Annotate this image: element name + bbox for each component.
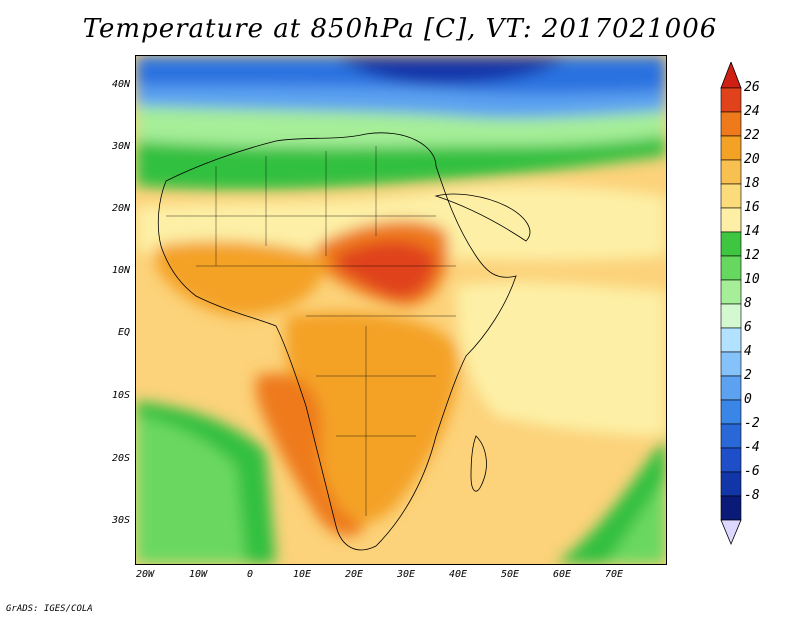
lon-tick-label: 20W <box>135 569 155 580</box>
lon-tick-label: 10W <box>188 569 208 580</box>
colorbar-segment <box>720 399 742 425</box>
colorbar-segment <box>720 159 742 185</box>
colorbar-label: -4 <box>744 440 760 455</box>
coastlines <box>157 132 531 551</box>
colorbar-label: 18 <box>744 176 760 191</box>
colorbar-label: 16 <box>744 200 760 215</box>
colorbar-label: 2 <box>744 368 752 383</box>
colorbar-segment <box>720 231 742 257</box>
colorbar-label: 26 <box>744 80 760 95</box>
lon-tick-label: 30E <box>396 569 416 580</box>
colorbar-segment <box>720 255 742 281</box>
colorbar-segment <box>720 303 742 329</box>
colorbar-label: 8 <box>744 296 752 311</box>
borders <box>166 146 456 516</box>
lat-tick-label: 40N <box>111 79 130 90</box>
colorbar-segment <box>720 279 742 305</box>
colorbar-bottom-arrow <box>720 519 742 546</box>
colorbar-segment <box>720 327 742 353</box>
lon-tick-label: 10E <box>292 569 312 580</box>
colorbar-label: -8 <box>744 488 760 503</box>
colorbar-label: 22 <box>744 128 760 143</box>
colorbar-label: -2 <box>744 416 760 431</box>
colorbar-label: 4 <box>744 344 752 359</box>
colorbar-label: 6 <box>744 320 752 335</box>
colorbar-segment <box>720 447 742 473</box>
lat-tick-label: 10N <box>111 265 130 276</box>
lat-tick-label: 20S <box>111 453 130 464</box>
lon-tick-label: 60E <box>552 569 572 580</box>
colorbar-segment <box>720 111 742 137</box>
colorbar-segment <box>720 207 742 233</box>
lon-tick-label: 20E <box>344 569 364 580</box>
credit-text: GrADS: IGES/COLA <box>6 604 93 614</box>
temperature-map <box>135 55 667 565</box>
colorbar-top-arrow <box>720 62 742 89</box>
colorbar-segment <box>720 135 742 161</box>
lon-tick-label: 0 <box>246 569 254 580</box>
map-title: Temperature at 850hPa [C], VT: 201702100… <box>82 14 718 44</box>
lat-tick-label: 30S <box>111 515 130 526</box>
lat-tick-label: 20N <box>111 203 130 214</box>
lat-tick-label: 10S <box>111 390 130 401</box>
colorbar-segment <box>720 495 742 521</box>
colorbar-label: 12 <box>744 248 760 263</box>
lon-tick-label: 50E <box>500 569 520 580</box>
colorbar-segment <box>720 375 742 401</box>
colorbar-label: 20 <box>744 152 760 167</box>
colorbar-segment <box>720 471 742 497</box>
lat-tick-label: EQ <box>117 327 130 338</box>
lon-tick-label: 40E <box>448 569 468 580</box>
colorbar-segment <box>720 351 742 377</box>
lat-tick-label: 30N <box>111 141 130 152</box>
colorbar-label: 0 <box>744 392 752 407</box>
colorbar-label: 10 <box>744 272 760 287</box>
temperature-field <box>136 56 666 564</box>
colorbar-label: -6 <box>744 464 760 479</box>
colorbar-label: 24 <box>744 104 760 119</box>
colorbar-segment <box>720 423 742 449</box>
colorbar-segment <box>720 87 742 113</box>
lon-tick-label: 70E <box>604 569 624 580</box>
colorbar-label: 14 <box>744 224 760 239</box>
colorbar <box>720 62 742 546</box>
colorbar-segment <box>720 183 742 209</box>
